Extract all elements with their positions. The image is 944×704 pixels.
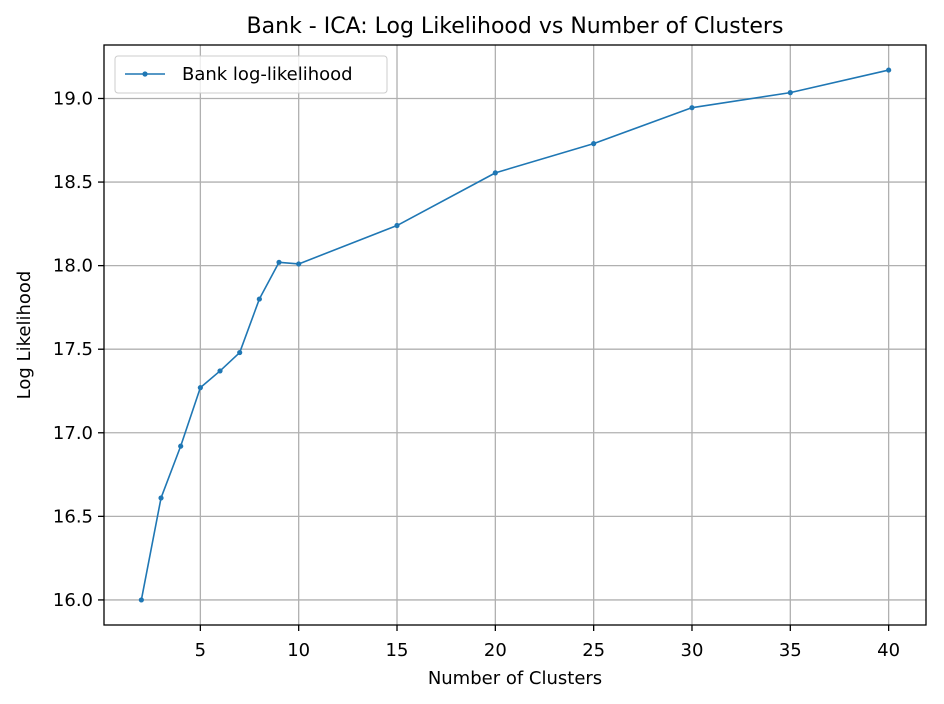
- series-layer: [138, 67, 892, 603]
- x-tick-label: 25: [582, 640, 605, 661]
- data-point: [237, 349, 243, 356]
- data-point: [787, 90, 793, 96]
- data-point: [591, 141, 597, 147]
- legend: Bank log-likelihood: [114, 55, 388, 94]
- data-point: [886, 67, 892, 73]
- y-tick-label: 18.5: [53, 172, 93, 193]
- x-tick-label: 30: [681, 640, 704, 661]
- series-line: [140, 69, 889, 601]
- y-tick-label: 19.0: [53, 88, 93, 109]
- x-axis-label: Number of Clusters: [428, 668, 602, 689]
- y-tick-label: 18.0: [53, 256, 93, 277]
- data-point: [394, 222, 400, 229]
- y-tick-label: 16.0: [53, 590, 93, 611]
- y-axis-label: Log Likelihood: [14, 271, 35, 400]
- data-point: [492, 170, 498, 176]
- legend-box: [114, 55, 388, 94]
- data-point: [178, 443, 184, 449]
- x-tick-label: 10: [287, 640, 310, 661]
- data-point: [217, 368, 223, 374]
- y-tick-label: 17.0: [53, 423, 93, 444]
- data-point: [197, 385, 203, 391]
- data-point: [276, 259, 282, 265]
- y-tick-label: 16.5: [53, 506, 93, 527]
- x-tick-label: 20: [484, 640, 507, 661]
- legend-marker-swatch: [142, 71, 148, 77]
- plot-frame: [103, 44, 927, 626]
- chart-title: Bank - ICA: Log Likelihood vs Number of …: [247, 14, 784, 39]
- x-tick-label: 15: [386, 640, 409, 661]
- data-point: [689, 105, 695, 111]
- y-tick-label: 17.5: [53, 339, 93, 360]
- axis-ticks: 5 10 15 20 25 30 35 40 16.0 16.5 17.0 17.5 18.0 18.5 1…: [53, 88, 900, 661]
- data-point: [158, 495, 164, 501]
- x-tick-label: 40: [877, 640, 900, 661]
- x-tick-label: 35: [779, 640, 802, 661]
- data-point: [256, 296, 262, 302]
- data-point: [296, 261, 302, 267]
- legend-entry-label: Bank log-likelihood: [182, 64, 353, 85]
- x-tick-label: 5: [195, 640, 206, 661]
- grid-lines: [104, 45, 926, 625]
- data-point: [138, 597, 144, 603]
